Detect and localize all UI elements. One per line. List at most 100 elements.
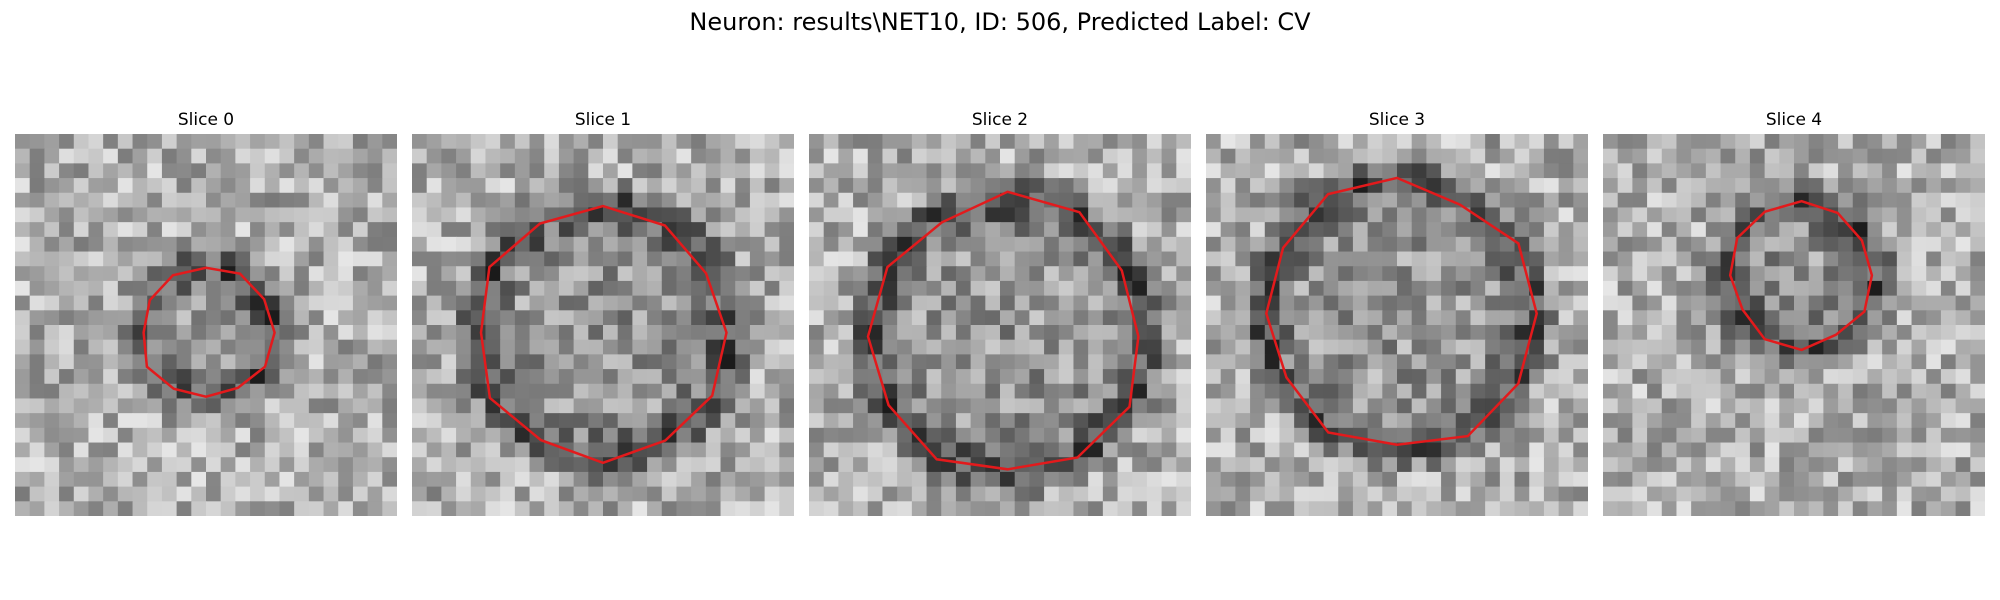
pixel [676, 457, 692, 473]
pixel [206, 280, 222, 297]
pixel [955, 280, 972, 297]
pixel [617, 192, 633, 209]
pixel [1617, 354, 1633, 370]
pixel [147, 427, 163, 444]
pixel [985, 413, 1001, 429]
pixel [632, 266, 648, 282]
pixel [1573, 398, 1588, 414]
pixel [220, 486, 236, 502]
pixel [1220, 310, 1236, 326]
pixel [573, 163, 589, 179]
pixel [1088, 148, 1104, 164]
pixel [809, 192, 825, 209]
pixel [1735, 471, 1751, 488]
pixel [117, 148, 134, 164]
pixel [73, 486, 90, 502]
pixel [632, 178, 648, 194]
pixel [1455, 325, 1472, 341]
pixel [1720, 192, 1736, 209]
pixel [1250, 295, 1266, 311]
pixel [235, 148, 251, 164]
pixel [1852, 310, 1869, 326]
pixel [103, 310, 119, 326]
pixel [1749, 266, 1766, 282]
pixel [1514, 427, 1530, 444]
pixel [352, 486, 369, 502]
pixel [1308, 325, 1325, 341]
pixel [1176, 369, 1191, 385]
pixel [441, 369, 457, 385]
pixel [1250, 325, 1266, 341]
pixel [911, 486, 928, 502]
pixel [59, 207, 75, 223]
pixel [1867, 339, 1883, 355]
pixel [29, 442, 45, 458]
pixel [279, 178, 295, 194]
pixel [1220, 163, 1236, 179]
pixel [1235, 295, 1251, 311]
pixel [1382, 369, 1398, 385]
pixel [470, 325, 487, 341]
pixel [1206, 192, 1222, 209]
pixel [1279, 457, 1295, 473]
pixel [485, 325, 501, 341]
pixel [647, 471, 663, 488]
pixel [1132, 207, 1148, 223]
pixel [1691, 163, 1707, 179]
pixel [1896, 354, 1913, 370]
pixel [456, 325, 472, 341]
pixel [352, 222, 369, 238]
pixel [1455, 398, 1472, 414]
pixel [1294, 192, 1310, 209]
pixel [1264, 163, 1281, 179]
pixel [59, 457, 75, 473]
pixel [1794, 457, 1810, 473]
pixel [1441, 457, 1457, 473]
pixel [1206, 134, 1222, 150]
pixel [1382, 383, 1398, 400]
pixel [1058, 266, 1075, 282]
pixel [1146, 266, 1163, 282]
pixel [1705, 163, 1722, 179]
pixel [426, 383, 442, 400]
pixel [809, 339, 825, 355]
pixel [1323, 207, 1339, 223]
pixel [1603, 398, 1619, 414]
pixel [1529, 398, 1545, 414]
pixel [191, 471, 207, 488]
pixel [1896, 310, 1913, 326]
pixel [1102, 325, 1119, 341]
pixel [1808, 325, 1824, 341]
pixel [220, 457, 236, 473]
pixel [500, 163, 516, 179]
pixel [1676, 354, 1692, 370]
pixel [764, 222, 780, 238]
pixel [1102, 266, 1119, 282]
pixel [1441, 280, 1457, 297]
pixel [838, 486, 854, 502]
pixel [308, 325, 325, 341]
pixel [1279, 266, 1295, 282]
pixel [323, 369, 339, 385]
pixel [1735, 501, 1751, 516]
pixel [1308, 457, 1325, 473]
pixel [338, 369, 354, 385]
pixel [558, 148, 575, 164]
pixel [1691, 354, 1707, 370]
pixel [264, 486, 281, 502]
pixel [1455, 295, 1472, 311]
pixel [132, 471, 148, 488]
pixel [279, 501, 295, 516]
pixel [1014, 280, 1030, 297]
pixel [323, 251, 339, 267]
pixel [1485, 163, 1501, 179]
pixel [1661, 354, 1678, 370]
pixel [529, 280, 545, 297]
pixel [897, 501, 913, 516]
pixel [352, 413, 369, 429]
pixel [103, 295, 119, 311]
pixel [1102, 471, 1119, 488]
pixel [1499, 178, 1516, 194]
pixel [867, 178, 884, 194]
pixel [1970, 192, 1985, 209]
